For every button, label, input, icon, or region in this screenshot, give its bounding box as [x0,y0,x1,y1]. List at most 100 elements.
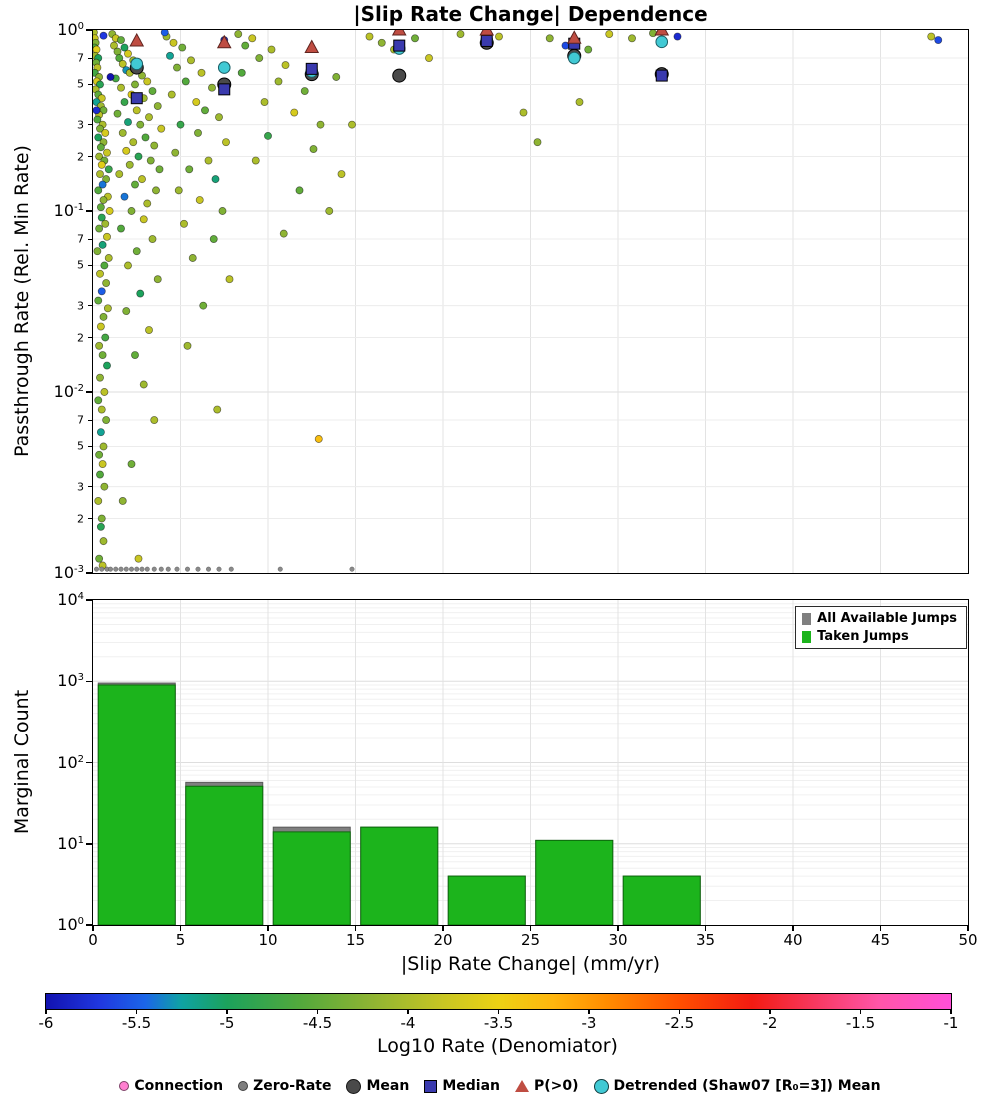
scatter-point [187,56,195,65]
scatter-point [209,235,218,243]
scatter-point [104,254,113,262]
scatter-point [97,213,106,222]
scatter-point [241,41,250,50]
scatter-point [152,186,160,195]
y-tick-mark [86,29,93,31]
median-marker [393,39,406,52]
colorbar-tick-mark [769,1010,771,1014]
scatter-point [124,261,132,270]
y-tick-label-minor: 7 [77,51,84,65]
y-tick-mark [86,680,93,682]
x-tick-label: 5 [175,931,186,949]
p0-marker [566,30,582,44]
scatter-point [456,30,465,38]
zero-rate-point [118,566,124,572]
y-tick-label-minor: 3 [77,299,84,313]
scatter-point [101,333,110,342]
scatter-point [188,254,197,262]
scatter-point [237,68,246,77]
legend-label: P(>0) [534,1078,579,1094]
colorbar-tick-label: -1.5 [845,1014,876,1032]
scatter-point [96,470,104,479]
scatter-point [411,34,419,43]
colorbar-tick-label: -6 [38,1014,54,1032]
colorbar-tick-label: -2.5 [664,1014,695,1032]
scatter-point [575,98,584,106]
scatter-point [171,148,180,157]
scatter-point [99,312,108,321]
scatter-point [97,94,106,103]
y-tick-mark [86,391,93,393]
scatter-point [132,106,141,115]
colorbar-tick-mark [497,1010,500,1014]
y-tick-label-minor: 5 [77,77,84,91]
y-tick-mark [86,572,93,574]
scatter-point [124,118,132,127]
median-marker-icon [424,1079,438,1093]
scatter-point [148,87,157,95]
y-tick-mark [88,264,93,266]
hist-legend-item: All Available Jumps [802,611,957,626]
scatter-point [150,141,159,150]
scatter-point [95,152,104,161]
zero-rate-point [113,566,119,572]
zero-rate-point [228,566,234,572]
hist-legend-label: Taken Jumps [817,629,909,644]
scatter-point [584,45,593,54]
x-tick-label: 25 [520,931,541,949]
hist-bar-taken [360,826,439,925]
scatter-point [94,133,103,142]
scatter-point [260,98,269,106]
scatter-point [173,63,181,72]
p0-marker [654,30,670,36]
scatter-point [95,341,104,350]
scatter-point [267,45,276,54]
x-tick-mark [354,926,357,931]
y-tick-label: 10-2 [53,382,84,402]
scatter-point [93,247,102,256]
y-tick-mark [88,83,93,85]
scatter-point [218,207,227,215]
scatter-point [176,120,185,129]
y-tick-mark [88,57,93,59]
y-tick-label-minor: 5 [77,439,84,453]
scatter-point [181,77,190,86]
y-tick-label: 100 [57,20,84,40]
y-tick-label: 103 [57,671,84,691]
colorbar-tick-label: -3.5 [483,1014,514,1032]
scatter-point [103,361,111,370]
scatter-point [215,113,223,122]
colorbar-tick-mark [135,1010,138,1014]
median-marker [305,62,318,75]
legend-label: Median [442,1078,500,1094]
colorbar-tick-label: -4.5 [302,1014,333,1032]
zero-marker-icon [238,1081,249,1091]
y-tick-mark [86,924,93,926]
scatter-point [166,51,174,60]
x-tick-mark [967,926,969,931]
scatter-point [178,43,187,52]
scatter-point [100,482,109,491]
scatter-point [153,102,162,111]
scatter-point [96,428,105,437]
colorbar-tick-mark [316,1010,319,1014]
scatter-point [136,289,145,298]
x-tick-mark [792,926,794,931]
scatter-point [113,109,122,118]
median-marker [218,83,231,96]
colorbar-tick-mark [588,1010,590,1014]
scatter-point [274,77,283,86]
histogram-plot [92,599,969,926]
scatter-point [139,215,148,224]
scatter-point [113,47,122,56]
scatter-point [174,186,183,195]
scatter-point [295,186,304,195]
scatter-point [157,124,166,133]
scatter-point [120,43,129,52]
legend-swatch-icon [802,630,812,643]
y-tick-label: 10-1 [53,201,84,221]
scatter-point [98,460,107,468]
colorbar-tick-mark [678,1010,681,1014]
y-tick-mark [88,305,93,307]
y-tick-mark [88,124,93,126]
